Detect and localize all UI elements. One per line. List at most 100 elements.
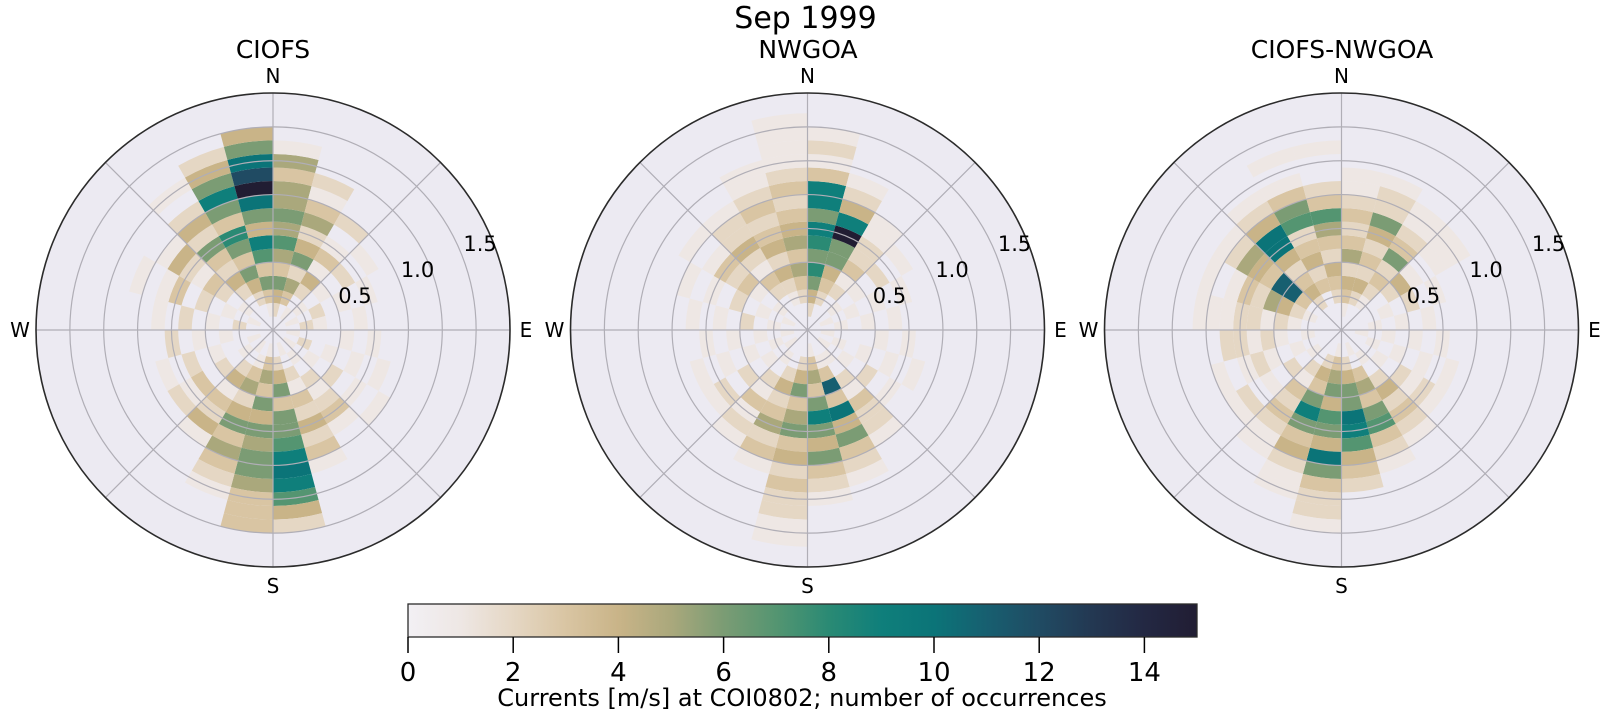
histogram-cell	[319, 344, 339, 364]
histogram-cell	[835, 212, 869, 237]
histogram-cell	[754, 513, 808, 534]
histogram-cell	[753, 330, 769, 345]
histogram-cell	[1361, 283, 1380, 302]
histogram-cell	[1276, 296, 1295, 316]
histogram-cell	[758, 140, 808, 160]
histogram-cell	[780, 365, 797, 383]
histogram-cell	[308, 447, 348, 474]
histogram-cell	[1320, 395, 1342, 412]
histogram-cell	[807, 473, 850, 493]
histogram-cell	[769, 283, 788, 302]
histogram-cell	[190, 262, 216, 290]
histogram-cell	[148, 177, 192, 216]
histogram-cell	[793, 275, 808, 291]
histogram-cell	[773, 376, 794, 396]
polar-plot-nwgoa: 0.5 1.0 1.5 N E S W	[545, 64, 1067, 598]
histogram-cells	[129, 126, 391, 534]
histogram-cell	[359, 390, 391, 426]
histogram-cell	[1376, 186, 1416, 213]
histogram-cell	[1284, 259, 1308, 283]
histogram-cell	[245, 365, 263, 383]
histogram-cell	[177, 416, 213, 448]
histogram-cell	[807, 343, 815, 358]
histogram-cell	[1289, 302, 1307, 320]
histogram-cell	[750, 377, 774, 401]
colorbar-tick-label: 6	[715, 658, 732, 688]
histogram-cell	[807, 421, 836, 439]
histogram-cell	[1409, 200, 1447, 235]
histogram-cell	[868, 416, 904, 448]
histogram-cell	[848, 387, 875, 413]
histogram-cell	[775, 208, 808, 226]
histogram-cell	[1354, 330, 1369, 338]
histogram-cell	[1341, 302, 1349, 317]
histogram-cell	[273, 302, 281, 317]
histogram-cell	[1303, 283, 1322, 302]
histogram-cell	[177, 212, 213, 244]
histogram-cell	[1273, 330, 1290, 348]
histogram-cell	[848, 247, 875, 273]
histogram-cell	[1294, 238, 1321, 260]
histogram-cell	[164, 330, 182, 359]
histogram-cell	[739, 199, 776, 225]
grid-spoke	[104, 161, 442, 499]
histogram-cell	[1362, 400, 1389, 422]
colorbar-tick-label: 12	[1023, 658, 1056, 688]
histogram-cell	[241, 208, 273, 226]
histogram-cell	[190, 370, 216, 398]
histogram-cell	[715, 351, 738, 378]
histogram-cell	[1289, 340, 1307, 358]
histogram-cell	[1388, 344, 1407, 364]
histogram-cell	[304, 435, 341, 461]
histogram-cell	[244, 221, 273, 239]
histogram-cell	[779, 421, 808, 439]
histogram-cell	[1303, 358, 1322, 377]
histogram-cell	[1313, 221, 1342, 239]
histogram-cell	[246, 316, 262, 327]
cardinal-label-s: S	[1335, 574, 1348, 598]
histogram-cell	[807, 262, 826, 278]
histogram-cell	[761, 153, 808, 174]
histogram-cell	[1288, 513, 1342, 534]
histogram-cell	[239, 264, 259, 284]
histogram-cell	[807, 221, 836, 239]
histogram-cell	[1341, 167, 1384, 187]
histogram-cell	[782, 235, 808, 252]
histogram-cell	[820, 330, 835, 338]
histogram-cell	[737, 272, 760, 297]
histogram-cell	[1327, 369, 1342, 385]
histogram-cell	[227, 486, 273, 507]
histogram-cell	[740, 387, 767, 413]
histogram-cell	[1267, 447, 1307, 474]
histogram-cell	[835, 423, 869, 448]
histogram-cell	[273, 248, 295, 265]
histogram-cell	[244, 421, 273, 439]
histogram-cell	[676, 262, 702, 299]
r-tick-label: 0.5	[873, 284, 906, 308]
histogram-cell	[1260, 459, 1303, 487]
histogram-cell	[1245, 416, 1281, 448]
histogram-cell	[1418, 384, 1448, 417]
histogram-cell	[1280, 212, 1314, 237]
histogram-cell	[253, 339, 267, 354]
histogram-cell	[1395, 406, 1428, 436]
histogram-cell	[1320, 248, 1342, 265]
histogram-cell	[205, 247, 233, 273]
histogram-cell	[884, 243, 914, 276]
histogram-cell	[1294, 291, 1313, 310]
histogram-cell	[241, 434, 273, 452]
histogram-cell	[1307, 376, 1328, 396]
histogram-cell	[746, 212, 780, 237]
histogram-cell	[248, 408, 273, 425]
histogram-cell	[273, 275, 288, 291]
histogram-cell	[1313, 421, 1342, 439]
histogram-cell	[846, 173, 889, 201]
histogram-cell	[1271, 272, 1294, 297]
histogram-cell	[225, 400, 252, 422]
histogram-cell	[807, 153, 854, 174]
histogram-cell	[245, 277, 263, 295]
colorbar-tick-label: 10	[917, 658, 950, 688]
histogram-cell	[817, 336, 831, 350]
histogram-cell	[1273, 312, 1290, 330]
